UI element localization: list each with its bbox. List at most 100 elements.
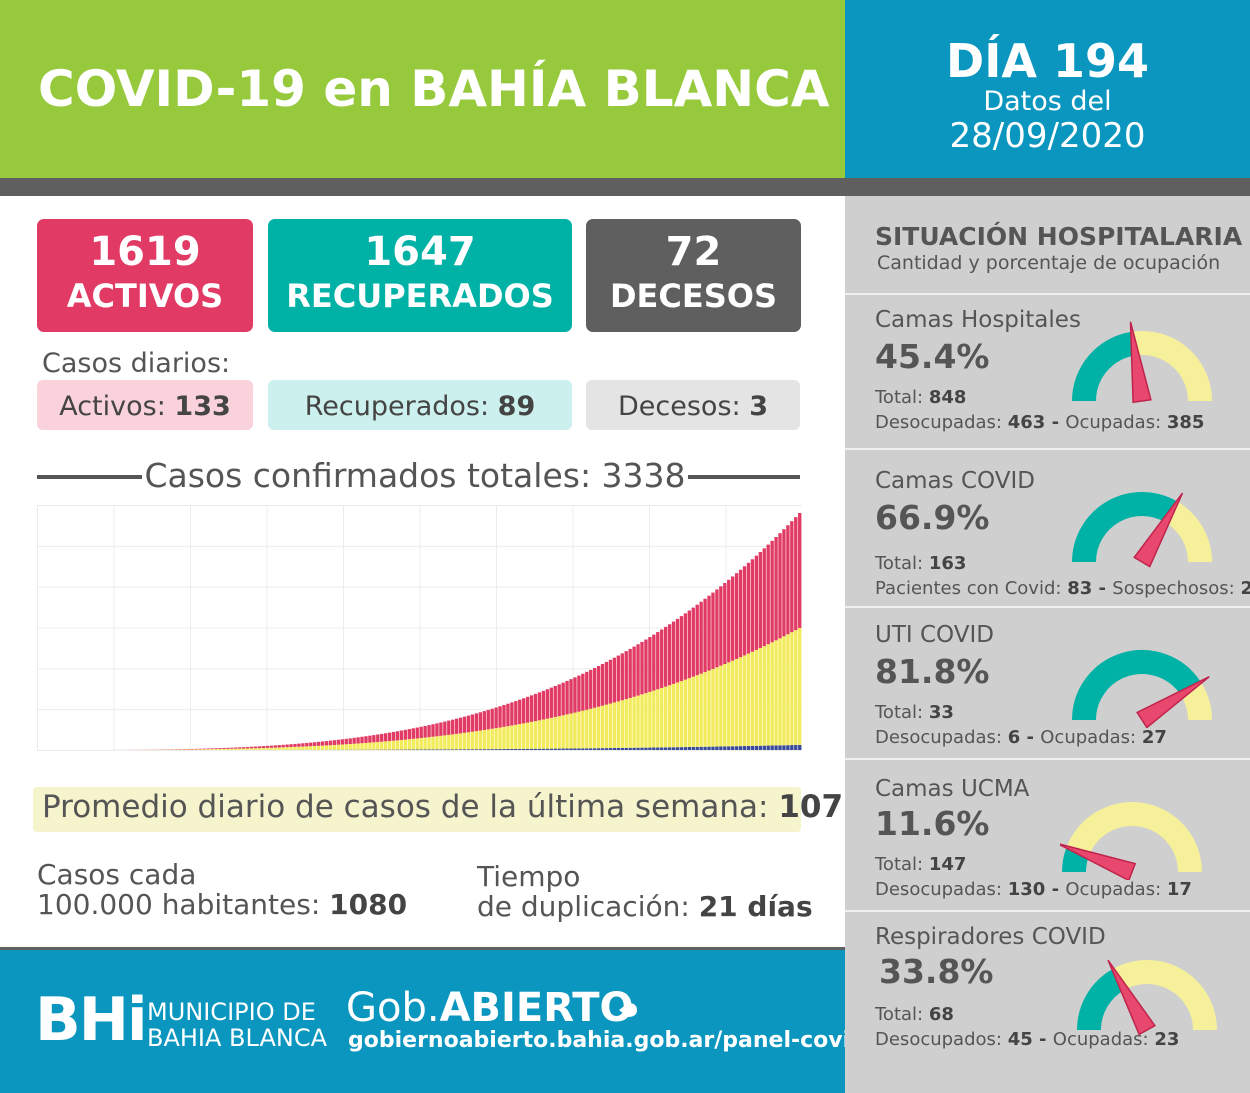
chart-bar-recuperados [695,675,699,747]
chart-bar-recuperados [269,747,274,750]
chart-bar-decesos [553,748,557,750]
chart-bar-activos [510,702,514,726]
chart-bar-activos [245,746,250,749]
section-detail: Desocupadas: 130 - Ocupadas: 17 [875,879,1192,900]
chart-bar-recuperados [462,732,467,750]
gauge-free-arc [1164,501,1212,563]
section-name: Camas Hospitales [875,307,1081,333]
chart-bar-activos [380,733,384,742]
chart-bar-recuperados [352,743,356,750]
chart-bar-activos [451,719,455,735]
chart-bar-activos [790,521,794,633]
chart-bar-recuperados [356,743,360,750]
chart-bar-activos [281,744,285,748]
chart-bar-recuperados [387,741,392,750]
chart-bar-activos [313,742,317,746]
chart-bar-recuperados [234,748,238,750]
chart-bar-activos [663,626,668,687]
gauge-needle [1129,321,1152,404]
chart-bar-recuperados [656,689,660,748]
chart-bar-recuperados [723,664,727,747]
chart-bar-activos [683,613,688,680]
chart-bar-recuperados [589,708,593,749]
total-value: 33 [928,702,954,723]
chart-bar-recuperados [399,739,404,750]
chart-bar-activos [758,552,762,649]
chart-bar-recuperados [454,733,459,750]
chart-bar-recuperados [218,749,222,750]
chart-bar-recuperados [683,679,688,748]
chart-bar-decesos [782,745,786,750]
chart-bar-decesos [454,749,459,750]
chart-bar-recuperados [470,731,475,750]
section-total: Total: 68 [875,1004,954,1025]
chart-bar-decesos [616,747,621,750]
chart-bar-activos [494,707,498,729]
title-rule-right [688,475,800,479]
chart-bar-recuperados [581,710,585,749]
section-percent: 33.8% [879,952,994,991]
chart-bar-activos [766,544,770,645]
daily-activos-value: 133 [174,391,231,422]
panel-covid-link[interactable]: gobiernoabierto.bahia.gob.ar/panel-covid [348,1028,866,1053]
total-value: 68 [928,1004,954,1025]
chart-bar-recuperados [782,636,786,746]
occupancy-gauge [1072,321,1212,404]
chart-bar-recuperados [206,749,210,750]
chart-bar-recuperados [616,701,621,748]
chart-bar-decesos [750,745,755,750]
detail-b-value: 26 [1240,578,1250,599]
chart-bar-recuperados [561,715,565,749]
chart-bar-recuperados [522,723,526,749]
chart-bar-decesos [794,744,798,750]
doubling-label-2: de duplicación: [477,890,690,923]
chart-bar-recuperados [435,736,439,750]
chart-bar-recuperados [316,745,321,750]
chart-bar-recuperados [711,668,715,747]
stat-decesos: 72 DECESOS [586,219,801,332]
chart-bar-decesos [589,748,593,750]
chart-bar-decesos [778,745,782,750]
confirmed-total-title: Casos confirmados totales: 3338 [144,456,686,495]
chart-bar-activos [458,717,463,734]
chart-bar-recuperados [257,748,262,750]
chart-bar-activos [435,723,439,737]
chart-bar-decesos [608,748,613,750]
chart-bar-activos [261,746,266,748]
chart-bar-activos [486,709,490,730]
chart-bar-decesos [502,749,506,750]
per-capita-label-1: Casos cada [37,858,197,891]
chart-bar-decesos [518,748,522,750]
chart-bar-recuperados [738,657,743,747]
detail-a-label: Desocupados: [875,1029,1002,1050]
chart-bar-activos [762,548,766,647]
chart-bar-activos [782,529,786,637]
chart-bar-activos [656,632,660,690]
chart-bar-decesos [699,746,703,750]
chart-bar-recuperados [186,749,191,750]
total-label: Total: [875,702,924,723]
chart-bar-activos [222,747,226,749]
chart-bar-recuperados [636,695,640,748]
chart-bar-activos [612,657,617,703]
chart-bar-recuperados [604,704,609,749]
chart-bar-decesos [723,746,727,750]
chart-bar-decesos [624,747,628,750]
detail-a-label: Desocupadas: [875,727,1002,748]
chart-bar-decesos [604,748,609,750]
chart-bar-decesos [656,747,660,750]
chart-bar-activos [399,730,404,740]
chart-bar-recuperados [273,747,277,750]
occupancy-gauge [1072,650,1212,728]
chart-bar-activos [230,747,234,749]
daily-decesos: Decesos: 3 [586,380,800,430]
occupancy-gauge [1077,959,1217,1036]
gob-abierto-mark-icon [619,1003,637,1017]
chart-bar-activos [750,559,755,652]
chart-bar-recuperados [750,651,755,746]
chart-bar-recuperados [486,729,490,750]
stat-decesos-value: 72 [665,229,722,275]
chart-bar-decesos [746,745,751,750]
detail-b-value: 385 [1166,412,1205,433]
section-name: Respiradores COVID [875,924,1106,950]
